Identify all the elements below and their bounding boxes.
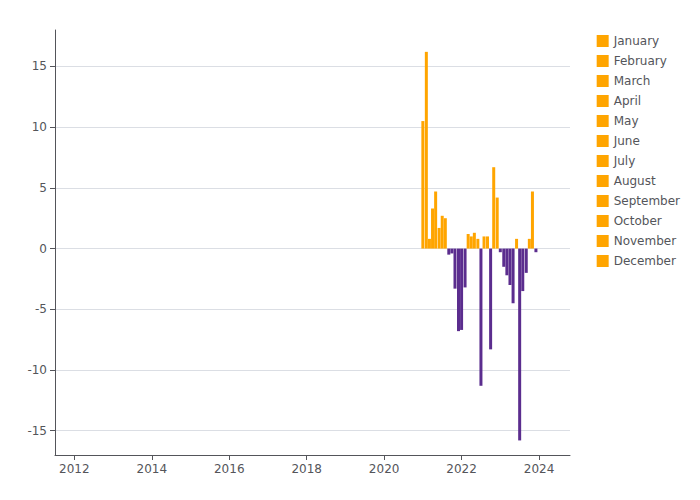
svg-text:-5: -5 xyxy=(35,302,47,316)
svg-text:2024: 2024 xyxy=(524,462,555,476)
svg-text:April: April xyxy=(614,94,641,108)
svg-text:15: 15 xyxy=(32,59,47,73)
svg-text:5: 5 xyxy=(39,181,47,195)
svg-text:August: August xyxy=(614,174,656,188)
svg-text:-15: -15 xyxy=(27,424,47,438)
svg-text:-10: -10 xyxy=(27,363,47,377)
svg-text:March: March xyxy=(614,74,651,88)
svg-text:July: July xyxy=(613,154,636,168)
svg-text:2020: 2020 xyxy=(369,462,400,476)
svg-text:10: 10 xyxy=(32,120,47,134)
svg-text:May: May xyxy=(614,114,639,128)
svg-text:2018: 2018 xyxy=(291,462,322,476)
svg-text:February: February xyxy=(614,54,667,68)
svg-text:December: December xyxy=(614,254,676,268)
svg-text:2014: 2014 xyxy=(137,462,168,476)
svg-text:2016: 2016 xyxy=(214,462,245,476)
svg-text:January: January xyxy=(613,34,660,48)
svg-text:October: October xyxy=(614,214,662,228)
svg-text:September: September xyxy=(614,194,680,208)
svg-text:June: June xyxy=(613,134,640,148)
svg-text:0: 0 xyxy=(39,242,47,256)
svg-text:2022: 2022 xyxy=(446,462,477,476)
svg-text:November: November xyxy=(614,234,676,248)
svg-text:2012: 2012 xyxy=(59,462,90,476)
